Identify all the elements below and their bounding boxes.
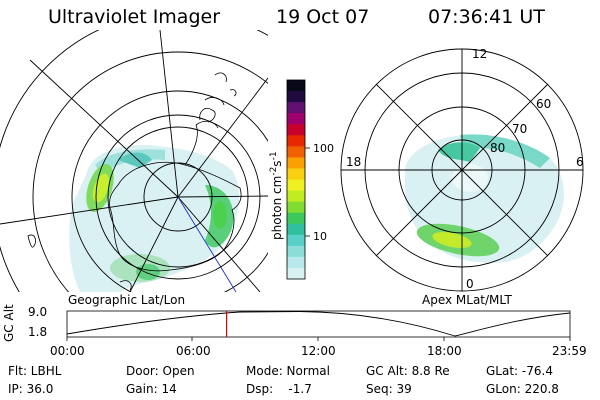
colorbar-segment — [287, 234, 305, 247]
left-aurora-emission — [69, 145, 240, 292]
gc-alt-info: GC Alt: 8.8 Re — [366, 364, 450, 378]
time-tick-0600: 06:00 — [176, 344, 211, 358]
altitude-plot — [66, 310, 571, 341]
glon-info: GLon: 220.8 — [486, 382, 559, 396]
right-panel-caption: Apex MLat/MLT — [422, 293, 512, 307]
altitude-ytick-1-8: 1.8 — [28, 325, 48, 339]
time-tick-0000: 00:00 — [50, 344, 85, 358]
door-info: Door: Open — [126, 364, 195, 378]
altitude-ytick-9: 9.0 — [28, 305, 48, 319]
colorbar-segment — [287, 256, 305, 269]
colorbar-segment — [287, 212, 305, 225]
mlt-label-18: 18 — [346, 155, 361, 169]
gain-info: Gain: 14 — [126, 382, 177, 396]
colorbar-segment — [287, 102, 305, 114]
colorbar-segment — [287, 267, 305, 280]
colorbar-segment — [287, 124, 305, 136]
dsp-info: Dsp: -1.7 — [246, 382, 312, 396]
instrument-title: Ultraviolet Imager — [48, 6, 221, 28]
colorbar-segment — [287, 179, 305, 192]
colorbar: 100 10 photon cm-2s-1 — [269, 79, 334, 280]
colorbar-segment — [287, 168, 305, 180]
left-panel-caption: Geographic Lat/Lon — [68, 293, 186, 307]
mlt-label-0: 0 — [466, 277, 474, 291]
colorbar-segment — [287, 157, 305, 169]
colorbar-segment — [287, 245, 305, 258]
colorbar-unit-label: photon cm-2s-1 — [269, 151, 284, 240]
time-label: 07:36:41 UT — [428, 6, 545, 28]
glat-info: GLat: -76.4 — [486, 364, 553, 378]
latitude-grid — [0, 30, 268, 292]
time-tick-1800: 18:00 — [427, 344, 462, 358]
date-label: 19 Oct 07 — [276, 6, 370, 28]
mlt-label-6: 6 — [576, 155, 584, 169]
altitude-ylabel: GC Alt — [2, 304, 16, 342]
mode-info: Mode: Normal — [246, 364, 330, 378]
colorbar-segment — [287, 135, 305, 147]
colorbar-tick-100: 100 — [313, 142, 334, 155]
mlat-label-80: 80 — [490, 141, 505, 155]
apex-polar-plot: 12 18 6 0 60 70 80 — [340, 47, 584, 292]
colorbar-segment — [287, 146, 305, 158]
colorbar-segment — [287, 91, 305, 103]
right-aurora-emission — [405, 134, 564, 263]
ip-info: IP: 36.0 — [8, 382, 54, 396]
colorbar-tick-10: 10 — [313, 230, 327, 243]
time-tick-1200: 12:00 — [301, 344, 336, 358]
seq-info: Seq: 39 — [366, 382, 412, 396]
mlat-label-70: 70 — [512, 122, 527, 136]
mlt-label-12: 12 — [472, 47, 487, 61]
direction-line — [177, 196, 237, 292]
colorbar-segment — [287, 201, 305, 214]
colorbar-segment — [287, 190, 305, 203]
mlt-grid — [341, 49, 583, 291]
filter-info: Flt: LBHL — [8, 364, 62, 378]
colorbar-segment — [287, 223, 305, 236]
colorbar-segment — [287, 113, 305, 125]
time-tick-2359: 23:59 — [552, 344, 587, 358]
longitude-grid — [0, 30, 268, 292]
mlat-label-60: 60 — [536, 97, 551, 111]
altitude-curve — [66, 311, 571, 337]
colorbar-segment — [287, 80, 305, 92]
